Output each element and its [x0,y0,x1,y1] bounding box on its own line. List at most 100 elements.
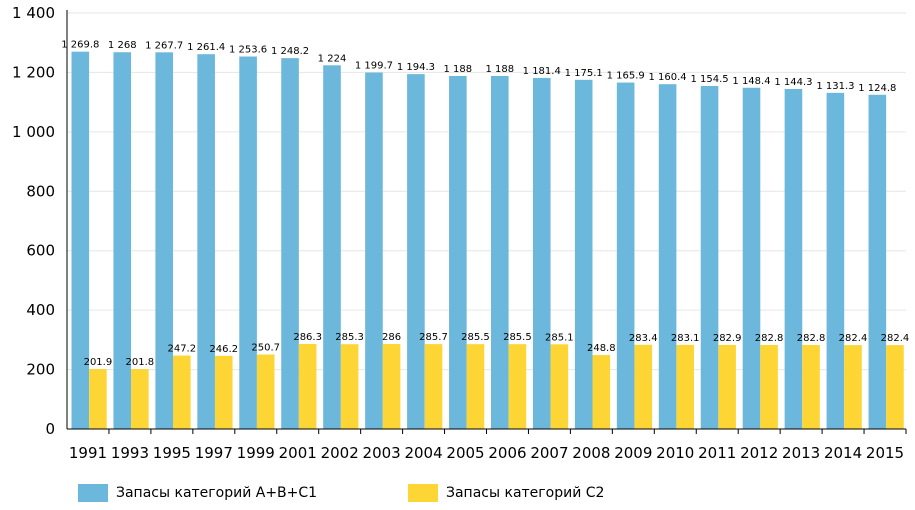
bar-abc1 [700,85,719,429]
data-label: 1 181.4 [523,66,561,77]
bar-abc1 [407,74,425,429]
bar-c2 [802,344,820,429]
y-tick-label: 1 200 [12,63,55,81]
data-label: 247.2 [167,344,196,355]
x-tick-label: 1995 [153,444,191,462]
data-label: 1 188 [444,64,473,75]
x-tick-label: 2004 [404,444,442,462]
bar-abc1 [532,77,551,429]
x-tick-label: 2011 [698,444,736,462]
bar-c2 [676,344,694,429]
y-tick-label: 1 400 [12,4,55,22]
bar-c2 [424,344,443,429]
data-label: 246.2 [209,344,238,355]
x-tick-label: 2014 [824,444,862,462]
bar-c2 [340,344,359,429]
bar-abc1 [658,84,677,429]
data-label: 286 [382,332,401,343]
bar-abc1 [155,52,173,429]
bar-abc1 [323,65,341,429]
bar-abc1 [826,92,845,429]
bar-c2 [173,355,191,429]
data-label: 250.7 [251,343,280,354]
y-tick-label: 0 [45,420,55,438]
data-label: 1 131.3 [816,81,854,92]
data-label: 201.8 [126,357,155,368]
data-label: 282.9 [713,333,742,344]
bar-abc1 [113,52,132,429]
legend-swatch-c2 [408,484,438,502]
bar-abc1 [197,54,215,430]
y-tick-label: 800 [26,182,55,200]
data-label: 1 261.4 [187,42,225,53]
data-label: 1 175.1 [565,68,603,79]
data-label: 1 269.8 [61,40,99,51]
data-label: 282.8 [755,333,784,344]
data-label: 285.3 [335,332,364,343]
legend-item-c2: Запасы категорий С2 [408,484,604,502]
bar-c2 [382,344,401,429]
data-label: 201.9 [84,357,113,368]
bar-c2 [718,344,736,429]
data-label: 282.4 [881,333,910,344]
data-label: 1 165.9 [607,71,645,82]
x-tick-label: 2005 [446,444,484,462]
data-label: 1 188 [485,64,514,75]
x-tick-label: 2012 [740,444,778,462]
bar-c2 [634,344,653,429]
x-tick-label: 1997 [195,444,233,462]
x-tick-label: 2007 [530,444,568,462]
bar-abc1 [491,75,509,429]
data-label: 1 248.2 [271,46,309,57]
data-label: 282.8 [797,333,826,344]
legend-label-c2: Запасы категорий С2 [446,485,605,501]
data-label: 285.5 [503,332,532,343]
data-label: 282.4 [839,333,868,344]
data-label: 285.5 [461,332,490,343]
legend-label-abc1: Запасы категорий А+В+С1 [116,485,318,501]
bar-c2 [886,345,904,429]
data-label: 1 199.7 [355,61,393,72]
data-label: 285.7 [419,332,448,343]
bar-abc1 [616,82,635,429]
legend-swatch-abc1 [78,484,108,502]
bar-c2 [844,345,862,429]
x-tick-label: 2010 [656,444,694,462]
bar-abc1 [239,56,257,430]
data-label: 1 160.4 [649,72,687,83]
bar-abc1 [868,94,887,429]
bar-c2 [131,369,149,429]
data-label: 285.1 [545,332,574,343]
x-tick-label: 2006 [488,444,526,462]
bar-c2 [298,343,317,429]
data-label: 1 124.8 [858,83,896,94]
bar-abc1 [449,75,467,429]
data-label: 1 144.3 [774,77,812,88]
x-tick-label: 2001 [279,444,317,462]
bar-c2 [550,344,569,429]
data-label: 1 253.6 [229,45,267,56]
bar-abc1 [784,88,803,429]
bar-abc1 [365,72,383,430]
x-tick-label: 2013 [782,444,820,462]
legend: Запасы категорий А+В+С1 Запасы категорий… [0,480,915,510]
bar-c2 [760,344,778,429]
data-label: 1 148.4 [732,76,770,87]
y-tick-label: 600 [26,242,55,260]
bar-chart: 0 200 400 600 800 1 000 1 200 1 400 1 269.8 201.9… [12,4,910,462]
x-tick-label: 2008 [572,444,610,462]
data-label: 1 154.5 [690,74,728,85]
bar-abc1 [71,51,90,430]
bar-c2 [466,344,485,429]
data-label: 1 224 [318,53,347,64]
x-tick-label: 1993 [111,444,149,462]
y-tick-label: 1 000 [12,123,55,141]
x-tick-label: 2015 [866,444,904,462]
data-label: 283.4 [629,333,658,344]
bar-abc1 [281,58,299,429]
x-tick-label: 2002 [321,444,359,462]
bar-c2 [508,344,527,429]
data-label: 1 194.3 [397,62,435,73]
bar-c2 [214,355,233,429]
